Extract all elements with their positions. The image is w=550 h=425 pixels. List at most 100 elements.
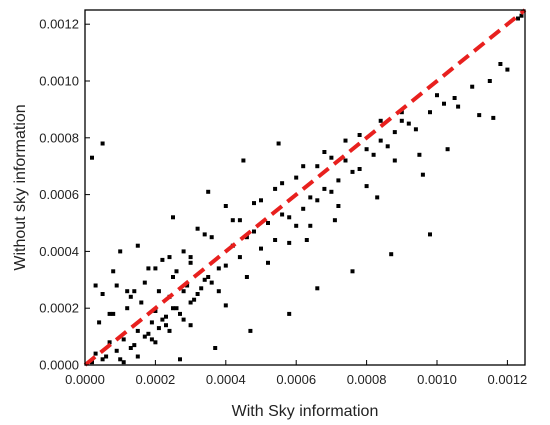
data-point	[174, 269, 179, 274]
data-point	[121, 337, 126, 342]
data-point	[167, 255, 172, 260]
data-point	[135, 328, 140, 333]
data-point	[343, 158, 348, 163]
data-point	[209, 280, 214, 285]
data-point	[111, 269, 116, 274]
data-point	[364, 184, 369, 189]
data-point	[146, 331, 151, 336]
data-point	[350, 169, 355, 174]
data-point	[315, 286, 320, 291]
data-point	[132, 289, 137, 294]
data-point	[206, 275, 211, 279]
data-point	[146, 266, 151, 271]
data-point	[209, 235, 214, 240]
data-point	[406, 121, 411, 126]
data-point	[135, 354, 140, 359]
data-point	[195, 226, 200, 231]
data-point	[237, 255, 242, 260]
data-point	[206, 189, 211, 194]
data-point	[417, 152, 422, 157]
data-point	[107, 340, 112, 345]
reference-line	[83, 8, 527, 367]
data-point	[156, 289, 161, 294]
data-point	[97, 320, 102, 325]
data-point	[135, 243, 140, 248]
data-point	[259, 246, 263, 251]
data-point	[456, 104, 461, 109]
data-point	[470, 84, 475, 89]
data-point	[128, 346, 133, 350]
data-point	[202, 232, 207, 237]
data-point	[287, 311, 292, 316]
data-point	[216, 289, 221, 294]
data-point	[121, 360, 126, 365]
x-tick-label: 0.0004	[206, 372, 246, 387]
data-point	[294, 223, 299, 228]
data-point	[181, 249, 186, 254]
y-tick-label: 0.0000	[39, 358, 79, 373]
data-point	[329, 155, 334, 160]
data-point	[357, 133, 362, 137]
x-axis-title: With Sky information	[232, 403, 379, 420]
data-point	[357, 167, 362, 171]
y-tick-label: 0.0002	[39, 301, 79, 316]
data-point	[188, 255, 193, 260]
data-point	[420, 172, 425, 177]
data-point	[167, 328, 172, 333]
data-point	[252, 229, 256, 234]
data-point	[273, 186, 278, 191]
data-point	[199, 286, 204, 291]
data-point	[195, 292, 200, 296]
data-point	[149, 320, 154, 325]
data-point	[153, 266, 158, 271]
data-point	[100, 357, 105, 362]
data-point	[90, 360, 94, 365]
data-point	[118, 357, 123, 362]
data-point	[142, 280, 147, 285]
data-point	[428, 232, 432, 237]
data-point	[107, 311, 112, 316]
data-point	[389, 252, 394, 257]
data-point	[378, 138, 383, 143]
data-point	[149, 337, 154, 342]
data-point	[322, 150, 327, 154]
data-point	[139, 300, 144, 305]
data-point	[174, 306, 179, 311]
x-tick-label: 0.0006	[276, 372, 316, 387]
data-point	[153, 309, 158, 313]
y-tick-label: 0.0008	[39, 130, 79, 145]
reference-line-layer	[83, 8, 527, 367]
y-axis-title: Without sky information	[12, 104, 29, 270]
data-point	[516, 16, 520, 21]
data-point	[435, 93, 439, 98]
data-point	[223, 263, 228, 268]
data-point	[287, 240, 292, 245]
data-point	[266, 260, 270, 265]
data-point	[244, 275, 249, 279]
x-tick-label: 0.0008	[347, 372, 387, 387]
data-point	[329, 189, 334, 194]
data-point	[505, 67, 510, 72]
data-point	[111, 311, 116, 316]
data-point	[498, 62, 503, 66]
y-tick-label: 0.0004	[39, 244, 79, 259]
data-point	[230, 218, 235, 223]
data-point	[213, 346, 218, 350]
data-point	[336, 178, 341, 183]
data-point	[301, 164, 306, 169]
data-point	[153, 340, 158, 345]
data-point	[392, 130, 397, 135]
data-point	[104, 354, 109, 359]
data-point	[237, 218, 242, 223]
data-point	[332, 218, 337, 223]
data-point	[452, 96, 457, 100]
x-tick-label: 0.0010	[417, 372, 457, 387]
plot-area-frame	[84, 9, 526, 366]
data-point	[125, 306, 130, 311]
data-point	[178, 357, 182, 362]
data-point	[371, 152, 376, 157]
x-tick-label: 0.0002	[136, 372, 176, 387]
data-point	[142, 334, 147, 339]
data-point	[185, 283, 190, 288]
